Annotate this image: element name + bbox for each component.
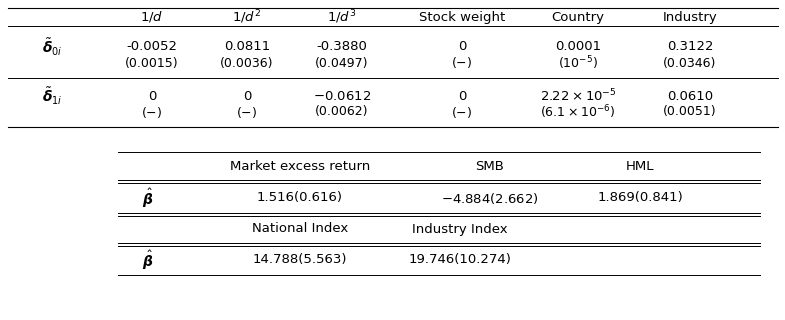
Text: 0.3122: 0.3122 <box>666 41 714 53</box>
Text: 1.869(0.841): 1.869(0.841) <box>597 191 683 204</box>
Text: $1/d^3$: $1/d^3$ <box>327 8 356 26</box>
Text: $1/d$: $1/d$ <box>141 10 164 25</box>
Text: 0.0811: 0.0811 <box>224 41 270 53</box>
Text: National Index: National Index <box>252 222 348 236</box>
Text: (0.0346): (0.0346) <box>663 57 717 69</box>
Text: Industry Index: Industry Index <box>412 222 508 236</box>
Text: $\tilde{\boldsymbol{\delta}}_{1i}$: $\tilde{\boldsymbol{\delta}}_{1i}$ <box>42 85 62 107</box>
Text: 0.0610: 0.0610 <box>667 90 713 102</box>
Text: $1/d^2$: $1/d^2$ <box>232 8 261 26</box>
Text: $(-)$: $(-)$ <box>451 55 473 70</box>
Text: 0: 0 <box>458 41 466 53</box>
Text: Stock weight: Stock weight <box>419 11 505 23</box>
Text: $-4.884(2.662)$: $-4.884(2.662)$ <box>441 190 539 205</box>
Text: (0.0497): (0.0497) <box>316 57 369 69</box>
Text: 0: 0 <box>458 90 466 102</box>
Text: (0.0062): (0.0062) <box>316 106 369 118</box>
Text: $(-)$: $(-)$ <box>141 105 162 119</box>
Text: $2.22\times 10^{-5}$: $2.22\times 10^{-5}$ <box>539 88 616 104</box>
Text: $-0.0612$: $-0.0612$ <box>313 90 371 102</box>
Text: $\tilde{\boldsymbol{\delta}}_{0i}$: $\tilde{\boldsymbol{\delta}}_{0i}$ <box>42 36 62 58</box>
Text: 0.0001: 0.0001 <box>555 41 601 53</box>
Text: -0.3880: -0.3880 <box>316 41 367 53</box>
Text: 0: 0 <box>148 90 156 102</box>
Text: $(-)$: $(-)$ <box>451 105 473 119</box>
Text: 19.746(10.274): 19.746(10.274) <box>408 253 512 267</box>
Text: Market excess return: Market excess return <box>230 161 370 173</box>
Text: $(-)$: $(-)$ <box>236 105 257 119</box>
Text: $\hat{\boldsymbol{\beta}}$: $\hat{\boldsymbol{\beta}}$ <box>142 186 154 210</box>
Text: $\hat{\boldsymbol{\beta}}$: $\hat{\boldsymbol{\beta}}$ <box>142 248 154 272</box>
Text: (0.0051): (0.0051) <box>663 106 717 118</box>
Text: Country: Country <box>552 11 604 23</box>
Text: (0.0015): (0.0015) <box>125 57 179 69</box>
Text: SMB: SMB <box>476 161 505 173</box>
Text: 14.788(5.563): 14.788(5.563) <box>253 253 347 267</box>
Text: $(6.1\times 10^{-6})$: $(6.1\times 10^{-6})$ <box>540 103 615 121</box>
Text: (0.0036): (0.0036) <box>221 57 274 69</box>
Text: 0: 0 <box>243 90 251 102</box>
Text: 1.516(0.616): 1.516(0.616) <box>257 191 343 204</box>
Text: HML: HML <box>626 161 654 173</box>
Text: Industry: Industry <box>663 11 717 23</box>
Text: -0.0052: -0.0052 <box>126 41 177 53</box>
Text: $(10^{-5})$: $(10^{-5})$ <box>558 54 598 72</box>
